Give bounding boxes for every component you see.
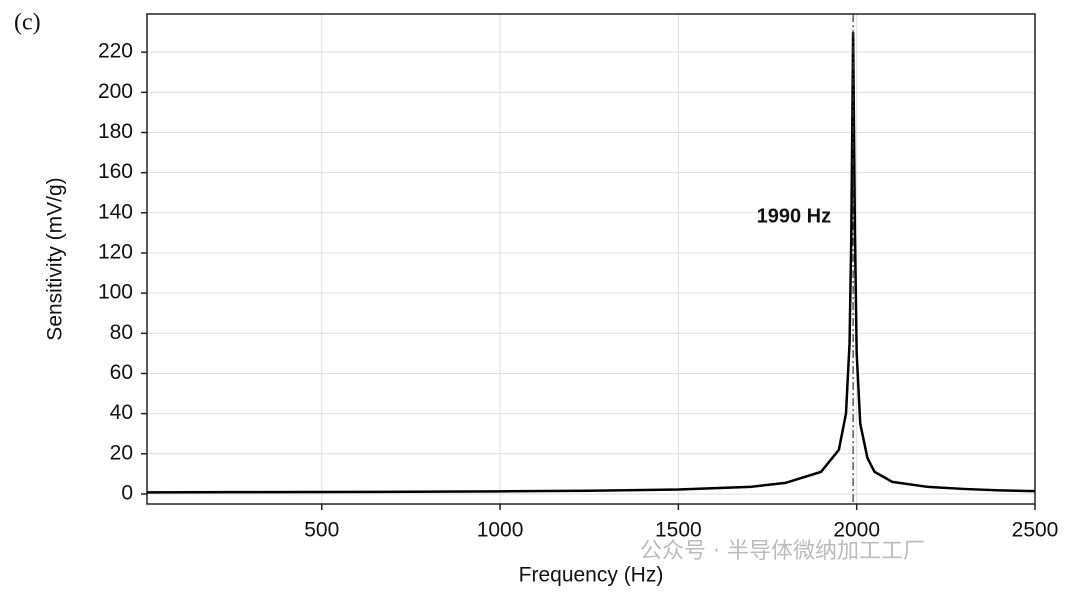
- y-tick-label: 140: [98, 200, 133, 223]
- y-tick-label: 20: [110, 441, 133, 464]
- x-tick-label: 2000: [833, 519, 880, 542]
- y-tick-label: 100: [98, 281, 133, 304]
- data-line: [146, 32, 1036, 494]
- y-tick-label: 80: [110, 321, 133, 344]
- y-tick-label: 40: [110, 401, 133, 424]
- y-tick-label: 200: [98, 80, 133, 103]
- y-axis-title: Sensitivity (mV/g): [44, 177, 67, 340]
- panel-label: (c): [14, 10, 41, 36]
- y-tick-label: 120: [98, 241, 133, 264]
- y-tick-label: 160: [98, 160, 133, 183]
- x-tick-label: 1500: [655, 519, 702, 542]
- x-tick-label: 500: [304, 519, 339, 542]
- x-tick-label: 2500: [1012, 519, 1059, 542]
- y-tick-label: 220: [98, 40, 133, 63]
- x-tick-label: 1000: [477, 519, 524, 542]
- x-axis-title: Frequency (Hz): [519, 564, 664, 587]
- y-tick-label: 60: [110, 361, 133, 384]
- annotation-label: 1990 Hz: [757, 205, 832, 227]
- y-tick-label: 0: [121, 482, 133, 505]
- plot-frame: [146, 13, 1036, 505]
- watermark: 公众号 · 半导体微纳加工工厂: [640, 539, 925, 564]
- y-tick-label: 180: [98, 120, 133, 143]
